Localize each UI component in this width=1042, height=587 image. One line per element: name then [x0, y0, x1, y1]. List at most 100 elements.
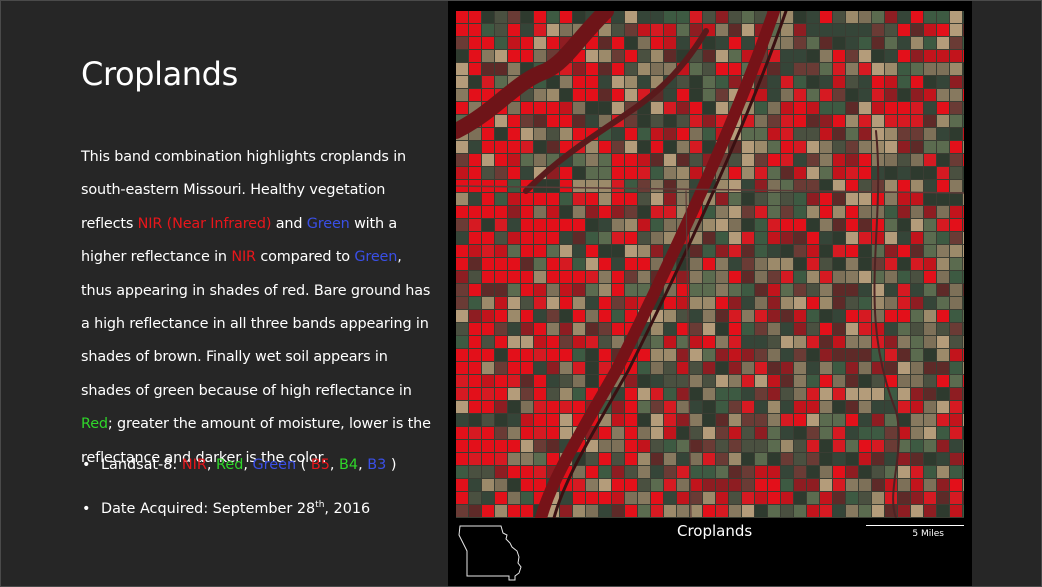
- field-parcel: [898, 505, 910, 517]
- field-parcel: [547, 414, 559, 426]
- field-parcel: [534, 440, 546, 452]
- field-parcel: [898, 232, 910, 244]
- field-parcel: [651, 245, 663, 257]
- field-parcel: [651, 401, 663, 413]
- field-parcel: [638, 167, 650, 179]
- field-parcel: [833, 284, 845, 296]
- field-parcel: [885, 466, 897, 478]
- field-parcel: [703, 297, 715, 309]
- field-parcel: [482, 258, 494, 270]
- field-parcel: [456, 401, 468, 413]
- field-parcel: [846, 11, 858, 23]
- field-parcel: [495, 310, 507, 322]
- field-parcel: [872, 115, 884, 127]
- field-parcel: [859, 154, 871, 166]
- field-parcel: [885, 167, 897, 179]
- field-parcel: [937, 258, 949, 270]
- field-parcel: [768, 310, 780, 322]
- field-parcel: [885, 336, 897, 348]
- field-parcel: [677, 180, 689, 192]
- field-parcel: [664, 115, 676, 127]
- field-parcel: [612, 76, 624, 88]
- field-parcel: [781, 24, 793, 36]
- field-parcel: [716, 375, 728, 387]
- field-parcel: [508, 24, 520, 36]
- field-parcel: [781, 89, 793, 101]
- field-parcel: [521, 50, 533, 62]
- field-parcel: [963, 479, 964, 491]
- field-parcel: [534, 115, 546, 127]
- field-parcel: [950, 505, 962, 517]
- field-parcel: [456, 310, 468, 322]
- field-parcel: [560, 193, 572, 205]
- field-parcel: [963, 63, 964, 75]
- field-parcel: [807, 323, 819, 335]
- field-parcel: [456, 336, 468, 348]
- field-parcel: [495, 401, 507, 413]
- field-parcel: [846, 284, 858, 296]
- field-parcel: [456, 427, 468, 439]
- field-parcel: [495, 284, 507, 296]
- field-parcel: [911, 271, 923, 283]
- field-parcel: [508, 414, 520, 426]
- field-parcel: [469, 245, 481, 257]
- field-parcel: [781, 193, 793, 205]
- field-parcel: [872, 388, 884, 400]
- field-parcel: [703, 466, 715, 478]
- field-parcel: [729, 50, 741, 62]
- body-text-4: compared to: [255, 249, 355, 266]
- field-parcel: [456, 76, 468, 88]
- field-parcel: [885, 219, 897, 231]
- field-parcel: [911, 258, 923, 270]
- field-parcel: [924, 505, 936, 517]
- field-parcel: [521, 401, 533, 413]
- road-line: [873, 130, 900, 518]
- field-parcel: [924, 11, 936, 23]
- field-parcel: [963, 440, 964, 452]
- field-parcel: [937, 141, 949, 153]
- field-parcel: [963, 284, 964, 296]
- field-parcel: [937, 206, 949, 218]
- field-parcel: [547, 349, 559, 361]
- field-parcel: [963, 206, 964, 218]
- field-parcel: [742, 167, 754, 179]
- field-parcel: [495, 375, 507, 387]
- field-parcel: [508, 362, 520, 374]
- field-parcel: [911, 50, 923, 62]
- field-parcel: [456, 414, 468, 426]
- field-parcel: [560, 349, 572, 361]
- field-parcel: [625, 466, 637, 478]
- field-parcel: [937, 349, 949, 361]
- field-parcel: [664, 440, 676, 452]
- field-parcel: [807, 89, 819, 101]
- field-parcel: [573, 102, 585, 114]
- field-parcel: [885, 180, 897, 192]
- field-parcel: [495, 362, 507, 374]
- field-parcel: [690, 336, 702, 348]
- field-parcel: [625, 180, 637, 192]
- field-parcel: [885, 154, 897, 166]
- field-parcel: [547, 440, 559, 452]
- field-parcel: [703, 50, 715, 62]
- field-parcel: [690, 167, 702, 179]
- field-parcel: [885, 206, 897, 218]
- field-parcel: [794, 11, 806, 23]
- field-parcel: [768, 427, 780, 439]
- field-parcel: [508, 284, 520, 296]
- field-parcel: [898, 258, 910, 270]
- field-parcel: [872, 102, 884, 114]
- field-parcel: [846, 206, 858, 218]
- field-parcel: [560, 427, 572, 439]
- field-parcel: [781, 206, 793, 218]
- body-text-1: This band combination highlights croplan…: [81, 149, 407, 232]
- field-parcel: [703, 492, 715, 504]
- field-parcel: [820, 284, 832, 296]
- field-parcel: [716, 258, 728, 270]
- field-parcel: [560, 180, 572, 192]
- field-parcel: [781, 76, 793, 88]
- field-parcel: [612, 63, 624, 75]
- field-parcel: [937, 440, 949, 452]
- field-parcel: [625, 297, 637, 309]
- field-parcel: [846, 440, 858, 452]
- field-parcel: [469, 206, 481, 218]
